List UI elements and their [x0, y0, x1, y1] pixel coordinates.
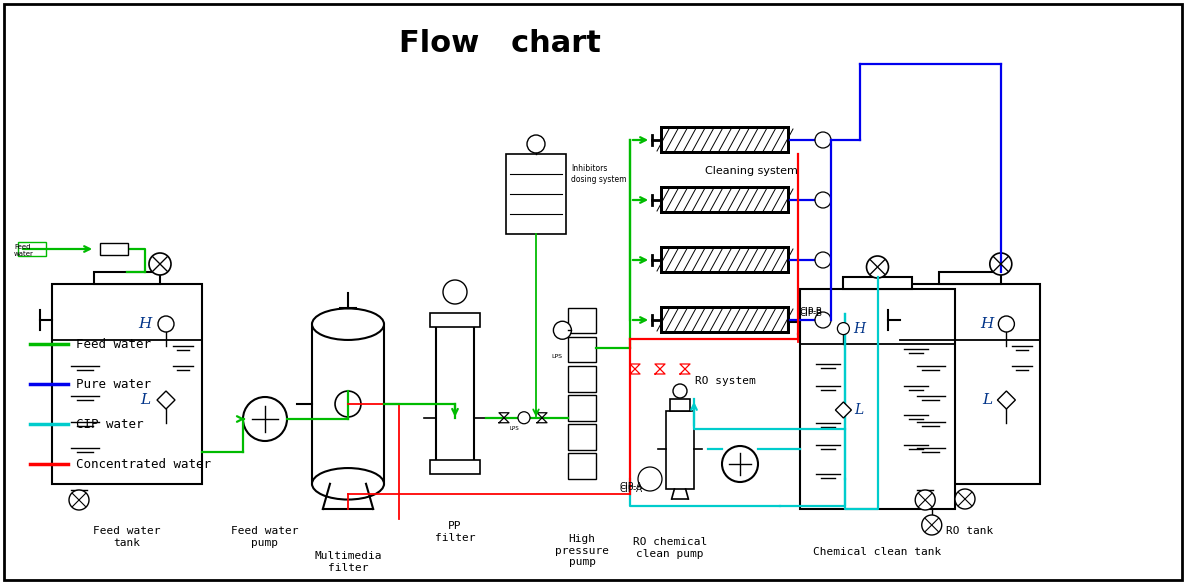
- Circle shape: [672, 384, 687, 398]
- Bar: [659, 306, 790, 334]
- Bar: [663, 249, 788, 271]
- Text: RO system: RO system: [695, 376, 755, 386]
- Bar: [94, 272, 160, 284]
- Text: Flow   chart: Flow chart: [398, 29, 601, 58]
- Bar: [659, 246, 790, 274]
- Bar: [843, 277, 912, 289]
- Bar: [52, 284, 202, 484]
- Bar: [100, 243, 128, 255]
- Text: L: L: [140, 393, 151, 407]
- Bar: [568, 395, 597, 420]
- Text: PP
filter: PP filter: [435, 521, 476, 543]
- Bar: [568, 366, 597, 391]
- Bar: [659, 186, 790, 214]
- Circle shape: [243, 397, 287, 441]
- Text: H: H: [853, 322, 865, 336]
- Circle shape: [158, 316, 174, 332]
- Circle shape: [722, 446, 758, 482]
- Polygon shape: [157, 391, 176, 409]
- Circle shape: [867, 256, 888, 278]
- Circle shape: [518, 412, 530, 424]
- Ellipse shape: [312, 308, 384, 340]
- Text: CIP water: CIP water: [76, 418, 144, 430]
- Bar: [431, 460, 479, 474]
- Text: L: L: [982, 393, 991, 407]
- Bar: [659, 126, 790, 154]
- Circle shape: [554, 321, 572, 339]
- Bar: [939, 272, 1001, 284]
- Circle shape: [815, 312, 831, 328]
- Text: H: H: [139, 317, 152, 331]
- Text: CIP-A: CIP-A: [620, 485, 643, 494]
- Bar: [18, 242, 46, 256]
- Bar: [900, 284, 1040, 484]
- Circle shape: [334, 391, 361, 417]
- Text: RO chemical
clean pump: RO chemical clean pump: [633, 537, 707, 559]
- Circle shape: [999, 316, 1014, 332]
- Bar: [667, 411, 694, 489]
- Text: Feed water
pump: Feed water pump: [231, 526, 299, 548]
- Circle shape: [149, 253, 171, 275]
- Text: Pure water: Pure water: [76, 377, 151, 391]
- Text: High
pressure
pump: High pressure pump: [555, 534, 608, 567]
- Text: CIP-A: CIP-A: [620, 482, 643, 491]
- Bar: [568, 453, 597, 479]
- Text: Cleaning system: Cleaning system: [704, 166, 798, 176]
- Circle shape: [444, 280, 467, 304]
- Polygon shape: [997, 391, 1015, 409]
- Text: CIP-B: CIP-B: [801, 309, 823, 318]
- Circle shape: [916, 490, 936, 510]
- Circle shape: [922, 515, 942, 535]
- Circle shape: [990, 253, 1012, 275]
- Text: L: L: [854, 403, 863, 417]
- Bar: [670, 399, 690, 411]
- Circle shape: [527, 135, 546, 153]
- Circle shape: [815, 132, 831, 148]
- Polygon shape: [835, 402, 852, 418]
- Bar: [568, 336, 597, 362]
- Bar: [506, 154, 566, 234]
- Circle shape: [837, 322, 849, 335]
- Text: Chemical clean tank: Chemical clean tank: [814, 547, 942, 557]
- Bar: [568, 308, 597, 333]
- Text: Feed
water: Feed water: [14, 244, 34, 257]
- Text: Inhibitors
dosing system: Inhibitors dosing system: [570, 164, 626, 184]
- Text: CIP-B: CIP-B: [801, 307, 823, 316]
- Circle shape: [955, 489, 975, 509]
- Text: Feed water
tank: Feed water tank: [94, 526, 161, 548]
- Bar: [801, 289, 955, 509]
- Bar: [663, 309, 788, 331]
- Text: LPS: LPS: [551, 354, 562, 359]
- Circle shape: [69, 490, 89, 510]
- Text: LPS: LPS: [509, 426, 518, 431]
- Circle shape: [638, 467, 662, 491]
- Circle shape: [815, 192, 831, 208]
- Text: RO tank: RO tank: [946, 526, 994, 536]
- Text: H: H: [980, 317, 994, 331]
- Text: Concentrated water: Concentrated water: [76, 457, 211, 471]
- Bar: [436, 318, 474, 465]
- Bar: [663, 189, 788, 211]
- Bar: [312, 324, 384, 484]
- Text: Multimedia
filter: Multimedia filter: [314, 551, 382, 572]
- Circle shape: [815, 252, 831, 268]
- Bar: [568, 424, 597, 450]
- Bar: [431, 313, 479, 327]
- Ellipse shape: [312, 468, 384, 499]
- Bar: [663, 129, 788, 151]
- Text: Feed water: Feed water: [76, 338, 151, 350]
